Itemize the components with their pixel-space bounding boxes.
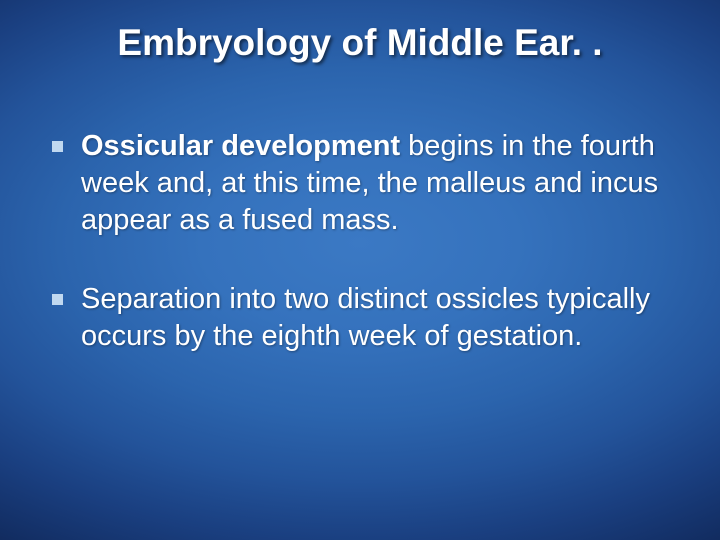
slide-body: Ossicular development begins in the four… <box>52 128 690 356</box>
bullet-bold-prefix: Ossicular development <box>81 130 400 162</box>
bullet-marker-icon <box>52 141 63 152</box>
bullet-item: Separation into two distinct ossicles ty… <box>52 281 690 355</box>
bullet-marker-icon <box>52 294 63 305</box>
bullet-rest: Separation into two distinct ossicles ty… <box>81 283 650 352</box>
bullet-item: Ossicular development begins in the four… <box>52 128 690 239</box>
slide: Embryology of Middle Ear. . Ossicular de… <box>0 0 720 540</box>
bullet-text: Separation into two distinct ossicles ty… <box>81 281 690 355</box>
slide-title: Embryology of Middle Ear. . <box>0 22 720 64</box>
bullet-text: Ossicular development begins in the four… <box>81 128 690 239</box>
